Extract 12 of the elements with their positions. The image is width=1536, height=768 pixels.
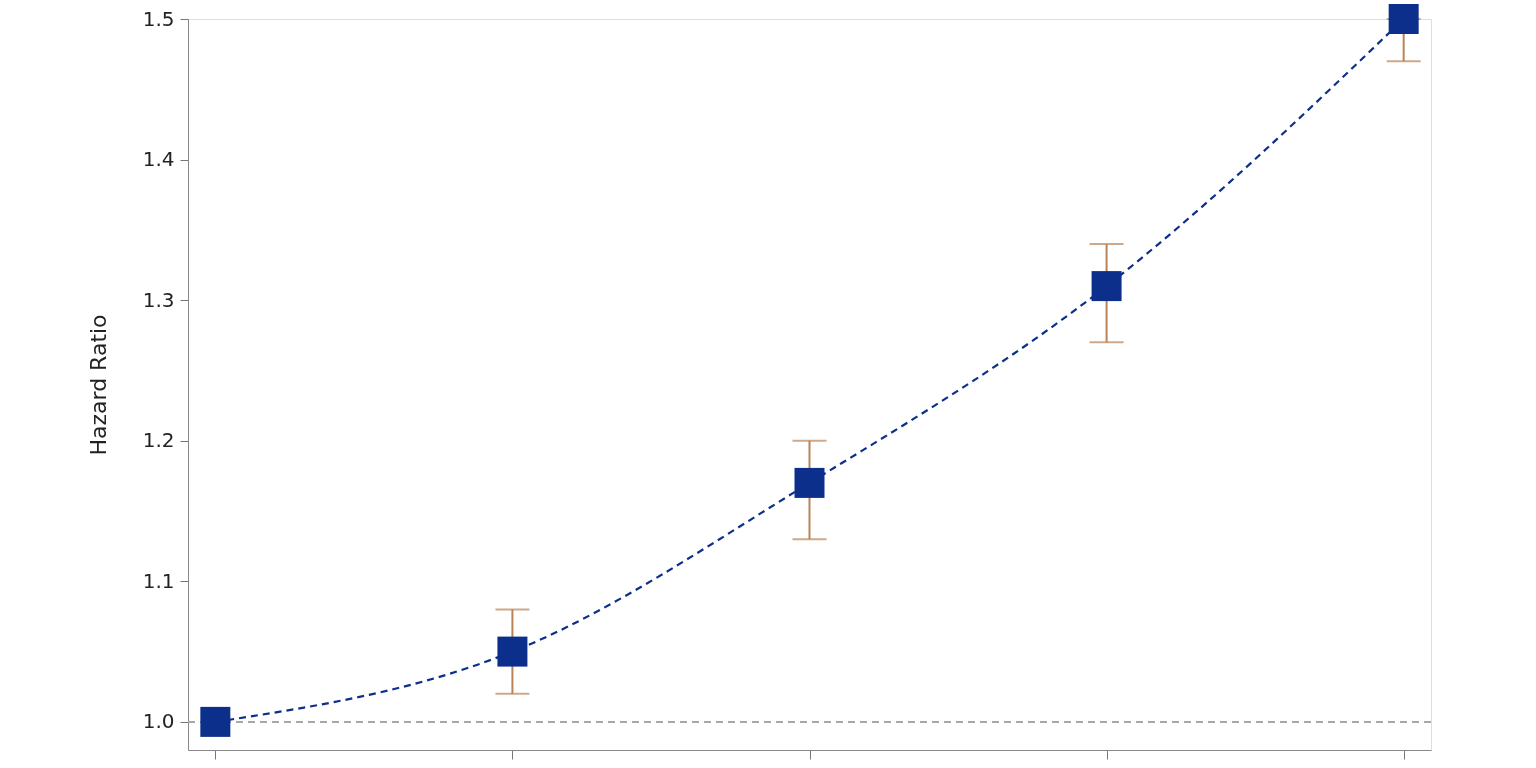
- y-tick-label: 1.2: [142, 428, 175, 453]
- point: [1388, 4, 1419, 34]
- y-tick-label: 1.1: [142, 568, 175, 593]
- y-axis-title: Hazard Ratio: [85, 314, 111, 456]
- point: [497, 636, 528, 667]
- point: [1091, 271, 1122, 302]
- point: [794, 467, 825, 498]
- y-tick-label: 1.0: [142, 709, 175, 734]
- point: [200, 706, 231, 737]
- y-tick-label: 1.4: [142, 147, 175, 172]
- y-tick-label: 1.3: [142, 287, 175, 312]
- y-tick-label: 1.5: [142, 6, 175, 31]
